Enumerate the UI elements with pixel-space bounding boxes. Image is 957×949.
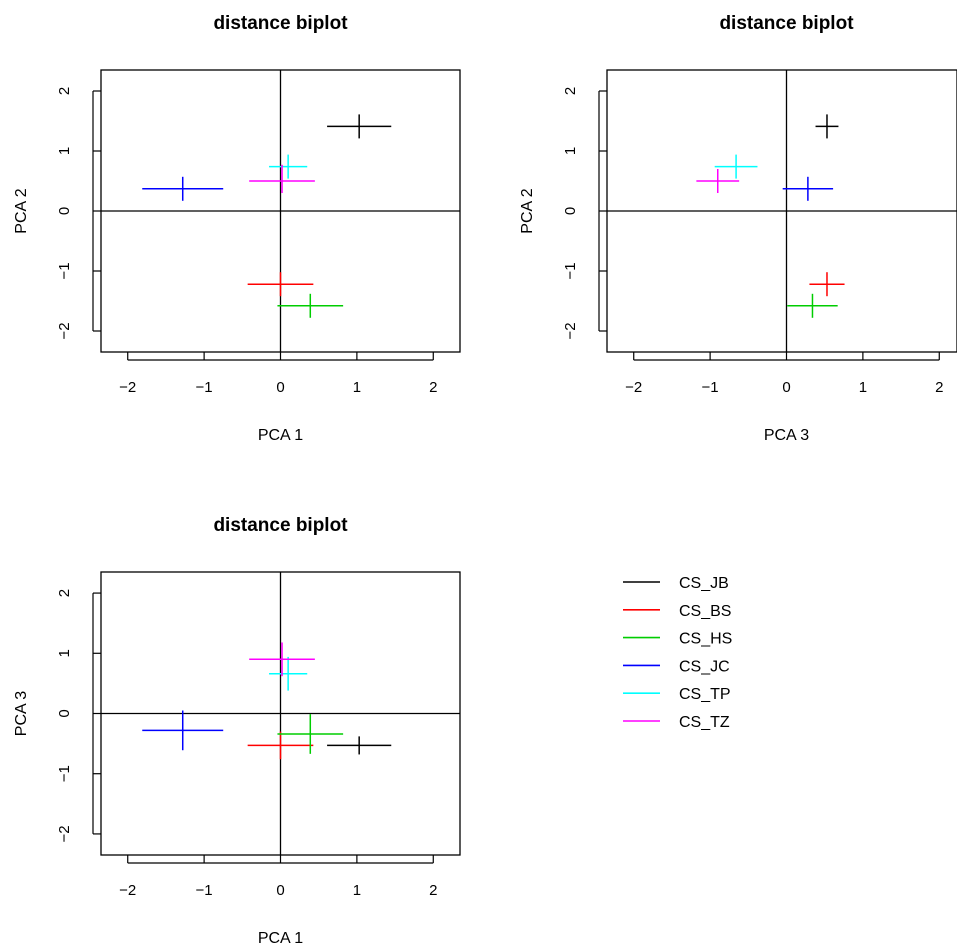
x-tick-label: −2 [119, 882, 136, 899]
series-marker-cs-bs [247, 731, 314, 760]
chart-title: distance biplot [213, 515, 348, 536]
series-marker-cs-hs [787, 293, 838, 318]
legend-label: CS_TZ [679, 714, 730, 731]
y-tick-label: 0 [56, 207, 73, 215]
y-tick-label: 2 [56, 589, 73, 597]
series-marker-cs-bs [809, 272, 845, 297]
x-tick-label: 2 [429, 882, 437, 899]
series-marker-cs-jc [142, 176, 224, 201]
legend-label: CS_HS [679, 631, 732, 648]
y-tick-label: −2 [562, 322, 579, 339]
series-marker-cs-tp [269, 154, 308, 179]
chart-title: distance biplot [213, 13, 348, 34]
series-marker-cs-jb [815, 114, 839, 139]
x-axis-label: PCA 3 [764, 427, 809, 444]
y-tick-label: −2 [56, 322, 73, 339]
biplot-panel-1: distance biplot −2 −1 0 1 2 −2 −1 0 1 2 PCA 1 PCA 2 [13, 13, 461, 444]
x-tick-label: 1 [859, 379, 867, 396]
y-tick-label: 1 [562, 147, 579, 155]
legend-label: CS_JB [679, 575, 729, 592]
series-marker-cs-hs [277, 293, 344, 318]
series-marker-cs-hs [277, 714, 344, 754]
series-marker-cs-jb [327, 114, 392, 139]
series-marker-cs-jc [782, 176, 834, 201]
y-axis-label: PCA 2 [519, 188, 536, 233]
x-tick-label: 2 [935, 379, 943, 396]
series-marker-cs-bs [247, 272, 314, 297]
x-tick-label: −2 [625, 379, 642, 396]
y-tick-label: −1 [56, 765, 73, 782]
legend: CS_JB CS_BS CS_HS CS_JC CS_TP CS_TZ [623, 575, 732, 731]
y-tick-label: −2 [56, 825, 73, 842]
y-tick-label: 0 [56, 709, 73, 717]
y-tick-label: −1 [562, 262, 579, 279]
x-tick-label: −1 [702, 379, 719, 396]
y-tick-label: −1 [56, 262, 73, 279]
legend-label: CS_JC [679, 658, 730, 675]
y-axis-label: PCA 2 [13, 188, 30, 233]
series-marker-cs-tp [269, 656, 308, 691]
y-tick-label: 1 [56, 649, 73, 657]
series-marker-cs-jc [142, 710, 224, 751]
biplot-panel-2: distance biplot −2 −1 0 1 2 −2 −1 0 1 2 PCA 3 PCA 2 [519, 13, 957, 444]
x-tick-label: 0 [782, 379, 790, 396]
x-tick-label: −1 [196, 882, 213, 899]
series-marker-cs-tz [249, 164, 315, 193]
series-marker-cs-tz [696, 169, 740, 193]
x-tick-label: 2 [429, 379, 437, 396]
x-axis-label: PCA 1 [258, 930, 303, 947]
y-tick-label: 2 [562, 87, 579, 95]
y-tick-label: 2 [56, 87, 73, 95]
x-tick-label: 1 [353, 379, 361, 396]
legend-label: CS_TP [679, 686, 731, 703]
x-tick-label: 0 [276, 882, 284, 899]
biplot-panel-3: distance biplot −2 −1 0 1 2 −2 −1 0 1 2 PCA 1 PCA 3 [13, 515, 461, 947]
series-marker-cs-jb [327, 736, 392, 755]
x-tick-label: −1 [196, 379, 213, 396]
y-tick-label: 0 [562, 207, 579, 215]
chart-title: distance biplot [719, 13, 854, 34]
x-axis-label: PCA 1 [258, 427, 303, 444]
x-tick-label: −2 [119, 379, 136, 396]
y-axis-label: PCA 3 [13, 691, 30, 736]
x-tick-label: 0 [276, 379, 284, 396]
y-tick-label: 1 [56, 147, 73, 155]
x-tick-label: 1 [353, 882, 361, 899]
series-marker-cs-tz [249, 642, 315, 677]
series-marker-cs-tp [714, 154, 758, 179]
legend-label: CS_BS [679, 603, 731, 620]
